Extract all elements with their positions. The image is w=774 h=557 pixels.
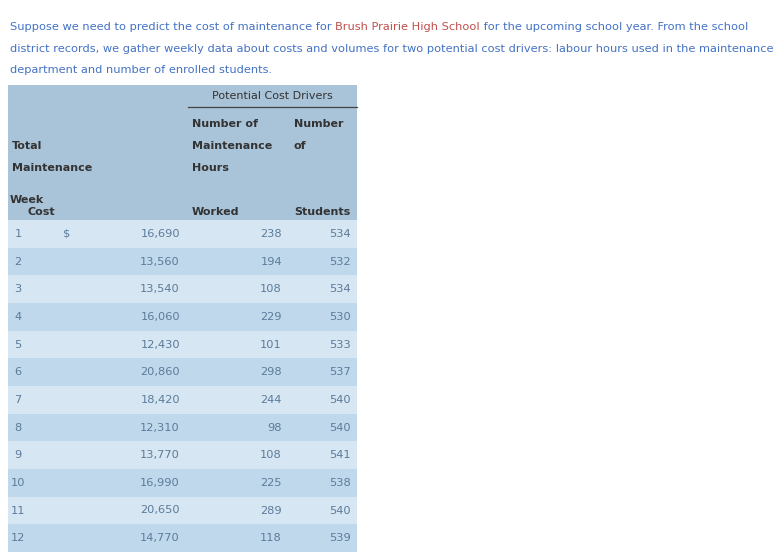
Text: 537: 537	[329, 367, 351, 377]
Bar	[8, 497, 357, 524]
Bar	[8, 220, 357, 248]
Text: 14,770: 14,770	[140, 533, 180, 543]
Bar	[8, 85, 357, 220]
Text: Number: Number	[294, 119, 344, 129]
Text: 12,310: 12,310	[140, 423, 180, 432]
Text: 98: 98	[268, 423, 282, 432]
Text: 6: 6	[15, 367, 22, 377]
Text: Suppose we need to predict the cost of maintenance for: Suppose we need to predict the cost of m…	[10, 22, 335, 32]
Text: Brush Prairie High School: Brush Prairie High School	[335, 22, 480, 32]
Text: 13,560: 13,560	[140, 257, 180, 266]
Text: for the upcoming school year. From the school: for the upcoming school year. From the s…	[480, 22, 748, 32]
Text: Cost: Cost	[28, 207, 56, 217]
Text: 244: 244	[261, 395, 282, 405]
Text: 533: 533	[329, 340, 351, 349]
Text: 11: 11	[11, 506, 26, 515]
Text: 532: 532	[330, 257, 351, 266]
Text: 5: 5	[15, 340, 22, 349]
Text: 20,860: 20,860	[140, 367, 180, 377]
Text: 1: 1	[15, 229, 22, 239]
Text: 194: 194	[260, 257, 282, 266]
Text: Maintenance: Maintenance	[192, 141, 272, 151]
Text: 8: 8	[15, 423, 22, 432]
Text: 298: 298	[260, 367, 282, 377]
Text: 538: 538	[329, 478, 351, 488]
Text: Students: Students	[294, 207, 351, 217]
Text: Number of: Number of	[192, 119, 258, 129]
Text: 3: 3	[15, 284, 22, 294]
Text: 540: 540	[330, 395, 351, 405]
Bar	[8, 358, 357, 386]
Text: 108: 108	[260, 450, 282, 460]
Text: 2: 2	[15, 257, 22, 266]
Text: district records, we gather weekly data about costs and volumes for two potentia: district records, we gather weekly data …	[10, 43, 773, 53]
Text: Maintenance: Maintenance	[12, 163, 92, 173]
Text: 12,430: 12,430	[140, 340, 180, 349]
Text: 10: 10	[11, 478, 26, 488]
Text: Hours: Hours	[192, 163, 229, 173]
Text: 540: 540	[330, 506, 351, 515]
Text: department and number of enrolled students.: department and number of enrolled studen…	[10, 65, 272, 75]
Text: Worked: Worked	[192, 207, 239, 217]
Text: 16,690: 16,690	[140, 229, 180, 239]
Text: Total: Total	[12, 141, 43, 151]
Text: 541: 541	[330, 450, 351, 460]
Text: 229: 229	[261, 312, 282, 322]
Text: $: $	[63, 229, 70, 239]
Bar	[8, 275, 357, 303]
Text: 4: 4	[15, 312, 22, 322]
Text: of: of	[294, 141, 307, 151]
Text: 7: 7	[15, 395, 22, 405]
Text: 20,650: 20,650	[140, 506, 180, 515]
Text: 238: 238	[260, 229, 282, 239]
Bar	[8, 469, 357, 497]
Text: 101: 101	[260, 340, 282, 349]
Text: 16,060: 16,060	[140, 312, 180, 322]
Text: 289: 289	[260, 506, 282, 515]
Text: 12: 12	[11, 533, 26, 543]
Bar	[8, 414, 357, 441]
Text: 534: 534	[330, 229, 351, 239]
Text: 13,540: 13,540	[140, 284, 180, 294]
Text: 13,770: 13,770	[140, 450, 180, 460]
Text: Potential Cost Drivers: Potential Cost Drivers	[212, 91, 333, 101]
Bar	[8, 248, 357, 275]
Text: 9: 9	[15, 450, 22, 460]
Text: 118: 118	[260, 533, 282, 543]
Text: 540: 540	[330, 423, 351, 432]
Bar	[8, 441, 357, 469]
Text: 539: 539	[329, 533, 351, 543]
Bar	[8, 386, 357, 414]
Text: 225: 225	[261, 478, 282, 488]
Text: 16,990: 16,990	[140, 478, 180, 488]
Bar	[8, 524, 357, 552]
Text: Week: Week	[10, 195, 44, 205]
Bar	[8, 303, 357, 331]
Bar	[8, 331, 357, 358]
Text: 18,420: 18,420	[140, 395, 180, 405]
Text: 530: 530	[329, 312, 351, 322]
Text: 108: 108	[260, 284, 282, 294]
Text: 534: 534	[330, 284, 351, 294]
